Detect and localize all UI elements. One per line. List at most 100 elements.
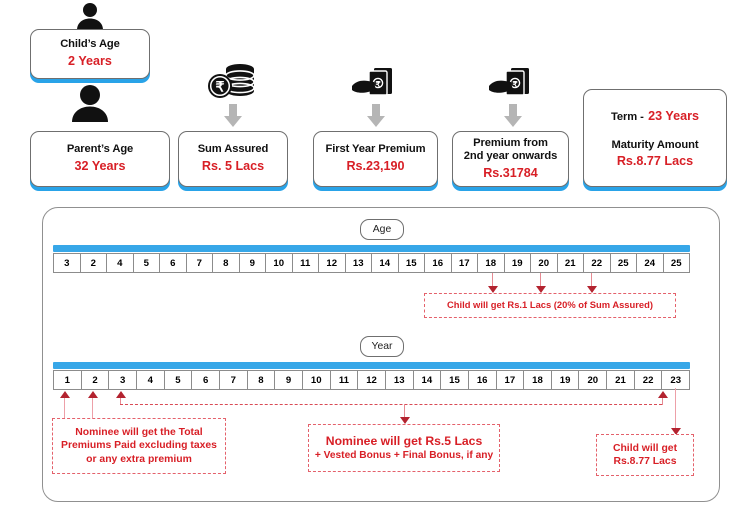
maturity-label: Maturity Amount: [611, 138, 699, 151]
card-value: 32 Years: [74, 159, 126, 174]
hand-cash-icon: ₹: [487, 66, 539, 102]
timeline-cell[interactable]: 19: [505, 254, 531, 272]
person-icon: [66, 84, 114, 122]
timeline-cell[interactable]: 11: [293, 254, 319, 272]
timeline-cell[interactable]: 1: [54, 371, 82, 389]
down-arrow-icon: [488, 286, 498, 293]
timeline-cell[interactable]: 20: [531, 254, 558, 272]
year-timeline-cells[interactable]: 1 2 3 4 5 6 7 8 9 10 11 12 13 14 15 16 17 18 19 20 21 22 23: [53, 370, 690, 390]
svg-text:₹: ₹: [512, 80, 517, 89]
timeline-cell[interactable]: 5: [134, 254, 160, 272]
timeline-cell[interactable]: 18: [478, 254, 505, 272]
callout-child-20-percent[interactable]: Child will get Rs.1 Lacs (20% of Sum Ass…: [424, 293, 676, 318]
year-pill-label: Year: [360, 336, 404, 357]
timeline-cell[interactable]: 6: [192, 371, 220, 389]
callout-nominee-5-lacs[interactable]: Nominee will get Rs.5 Lacs + Vested Bonu…: [308, 424, 500, 472]
timeline-cell[interactable]: 25: [611, 254, 637, 272]
timeline-cell[interactable]: 23: [670, 374, 682, 386]
timeline-cell[interactable]: 15: [399, 254, 425, 272]
timeline-cell[interactable]: 20: [579, 371, 608, 389]
card-label: First Year Premium: [325, 143, 426, 156]
up-arrow-icon: [116, 391, 126, 398]
card-childs-age[interactable]: Child’s Age 2 Years: [30, 29, 150, 79]
maturity-value: Rs.8.77 Lacs: [616, 154, 694, 169]
callout-line-1: Nominee will get the Total: [75, 427, 203, 439]
person-icon: [72, 2, 108, 30]
timeline-cell[interactable]: 18: [524, 371, 552, 389]
callout-line-1: Nominee will get Rs.5 Lacs: [325, 433, 483, 448]
timeline-cell[interactable]: 11: [331, 371, 359, 389]
timeline-cell[interactable]: 8: [248, 371, 276, 389]
svg-text:₹: ₹: [216, 80, 225, 95]
timeline-cell[interactable]: 22: [635, 371, 663, 389]
timeline-cell[interactable]: 7: [220, 371, 248, 389]
term-value: 23 Years: [648, 109, 700, 124]
card-parents-age[interactable]: Parent’s Age 32 Years: [30, 131, 170, 187]
timeline-cell[interactable]: 4: [107, 254, 134, 272]
card-label-2: 2nd year onwards: [463, 150, 558, 163]
down-arrow-icon: [224, 104, 242, 128]
age-pill-label: Age: [360, 219, 404, 240]
callout-nominee-premiums[interactable]: Nominee will get the Total Premiums Paid…: [52, 418, 226, 474]
timeline-cell[interactable]: 17: [452, 254, 478, 272]
timeline-cell[interactable]: 10: [266, 254, 293, 272]
down-arrow-icon: [671, 428, 681, 435]
connector-line-year-3: [120, 398, 122, 404]
timeline-cell[interactable]: 9: [240, 254, 266, 272]
callout-line-1: Child will get: [612, 442, 678, 454]
timeline-cell[interactable]: 17: [497, 371, 525, 389]
timeline-cell[interactable]: 16: [425, 254, 452, 272]
card-label: Child’s Age: [60, 38, 120, 51]
age-timeline-cells[interactable]: 3 2 4 5 6 7 8 9 10 11 12 13 14 15 16 17 18 19 20 21 22 25 24 25: [53, 253, 690, 273]
timeline-cell[interactable]: 5: [165, 371, 193, 389]
timeline-cell[interactable]: 6: [160, 254, 187, 272]
timeline-cell[interactable]: 24: [637, 254, 664, 272]
connector-line-age-20: [540, 273, 542, 287]
timeline-cell[interactable]: 10: [303, 371, 331, 389]
down-arrow-icon: [536, 286, 546, 293]
card-label: Sum Assured: [197, 143, 269, 156]
connector-line-age-18: [492, 273, 494, 287]
card-first-year-premium[interactable]: First Year Premium Rs.23,190: [313, 131, 438, 187]
timeline-cell[interactable]: 12: [319, 254, 346, 272]
card-premium-2nd-year[interactable]: Premium from 2nd year onwards Rs.31784: [452, 131, 569, 187]
down-arrow-icon: [504, 104, 522, 128]
timeline-cell[interactable]: 8: [213, 254, 240, 272]
timeline-cell[interactable]: 25: [670, 257, 682, 269]
timeline-cell[interactable]: 13: [346, 254, 372, 272]
timeline-cell[interactable]: 15: [441, 371, 469, 389]
up-arrow-icon: [88, 391, 98, 398]
timeline-cell[interactable]: 7: [187, 254, 213, 272]
term-label: Term -: [610, 111, 644, 124]
timeline-cell[interactable]: 16: [469, 371, 497, 389]
timeline-cell[interactable]: 13: [386, 371, 414, 389]
timeline-cell[interactable]: 2: [81, 254, 107, 272]
up-arrow-icon: [60, 391, 70, 398]
connector-line-year-1: [64, 398, 66, 422]
callout-line-2: Premiums Paid excluding taxes: [61, 440, 217, 452]
card-maturity[interactable]: Term - 23 Years Maturity Amount Rs.8.77 …: [583, 89, 727, 187]
timeline-cell[interactable]: 2: [82, 371, 110, 389]
age-timeline: 3 2 4 5 6 7 8 9 10 11 12 13 14 15 16 17 18 19 20 21 22 25 24 25: [53, 245, 690, 273]
timeline-cell[interactable]: 19: [552, 371, 580, 389]
connector-line-age-22: [591, 273, 593, 287]
connector-dash-3-to-23: [120, 404, 662, 405]
card-label: Premium from: [473, 136, 548, 149]
timeline-cell[interactable]: 21: [558, 254, 584, 272]
callout-line-2: + Vested Bonus + Final Bonus, if any: [314, 450, 494, 462]
timeline-cell[interactable]: 21: [607, 371, 635, 389]
down-arrow-icon: [400, 417, 410, 424]
card-sum-assured[interactable]: Sum Assured Rs. 5 Lacs: [178, 131, 288, 187]
connector-line-year-2: [92, 398, 94, 422]
timeline-cell[interactable]: 14: [372, 254, 399, 272]
timeline-cell[interactable]: 3: [109, 371, 137, 389]
timeline-cell[interactable]: 12: [358, 371, 386, 389]
timeline-cell[interactable]: 4: [137, 371, 165, 389]
timeline-cell[interactable]: 22: [584, 254, 611, 272]
callout-line-2: Rs.8.77 Lacs: [613, 456, 677, 467]
callout-child-maturity[interactable]: Child will get Rs.8.77 Lacs: [596, 434, 694, 476]
timeline-cell[interactable]: 9: [275, 371, 303, 389]
timeline-cell[interactable]: 3: [54, 254, 81, 272]
timeline-cell[interactable]: 14: [414, 371, 442, 389]
svg-text:₹: ₹: [375, 80, 380, 89]
